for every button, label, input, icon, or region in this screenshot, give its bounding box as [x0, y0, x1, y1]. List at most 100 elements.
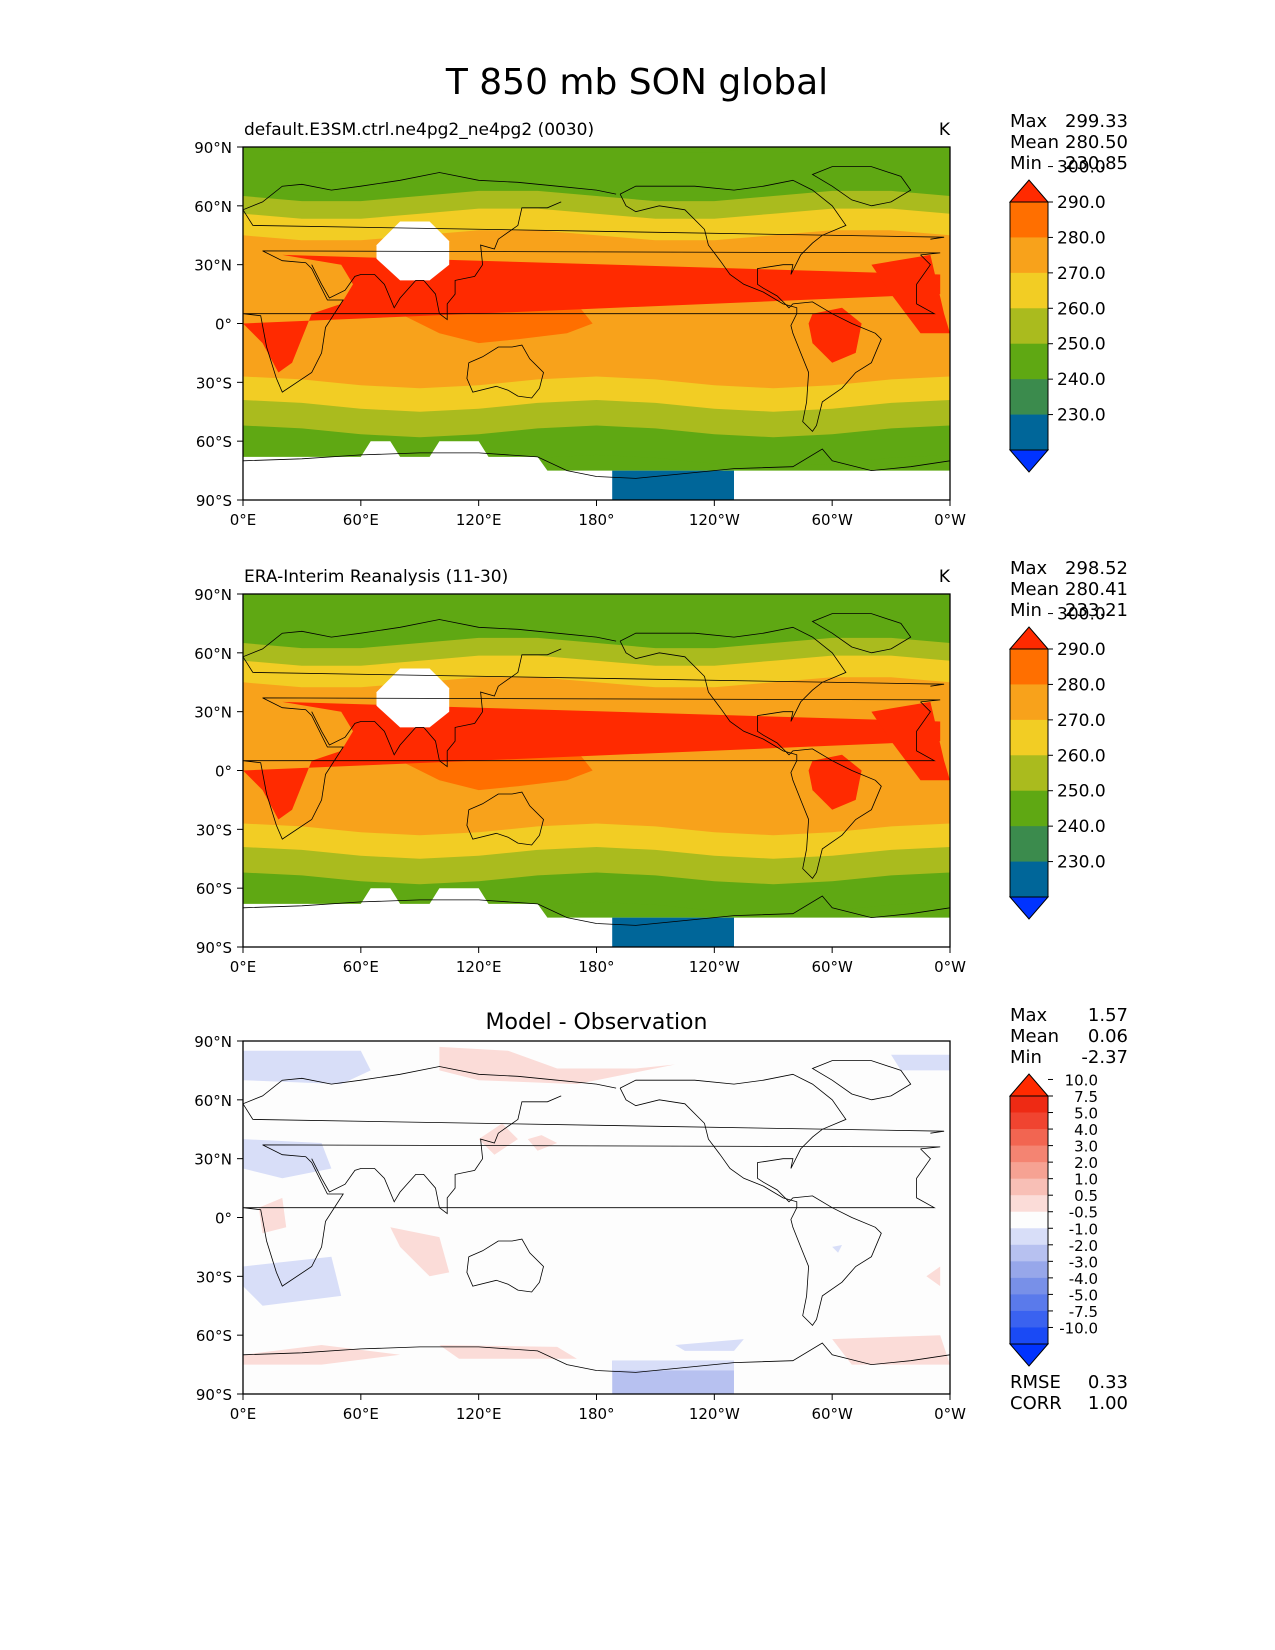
colorbar-tick-label: 250.0 [1057, 335, 1106, 355]
stat-label-mean: Mean [1010, 1026, 1059, 1047]
coastline [243, 619, 945, 687]
colorbar-tick-label: 280.0 [1057, 675, 1106, 695]
colorbar-tick-label: 260.0 [1057, 746, 1106, 766]
colorbar-frame [1009, 1095, 1049, 1345]
map-fields [243, 594, 950, 947]
coastlines [243, 1060, 950, 1373]
coastline [243, 1066, 945, 1134]
x-tick-label: 0°E [230, 511, 257, 529]
missing-data-antarctica [243, 888, 950, 947]
x-tick-label: 180° [578, 511, 614, 529]
colorbar-tick-label: -0.5 [1069, 1204, 1098, 1222]
coastline [243, 895, 950, 926]
field-positive [832, 1335, 950, 1365]
y-tick-label: 30°N [194, 704, 232, 722]
coastline [619, 179, 882, 433]
x-tick-label: 60°W [811, 958, 853, 976]
stat-label-rmse: RMSE [1010, 1372, 1061, 1393]
y-tick-label: 60°N [194, 1092, 232, 1110]
coastline [619, 1073, 882, 1327]
coastline [811, 166, 912, 207]
stat-value-max: 1.57 [1088, 1005, 1128, 1026]
colorbar-tick-label: 230.0 [1057, 853, 1106, 873]
y-tick-label: 0° [215, 763, 232, 781]
coastline [311, 201, 562, 321]
colorbar-swatch [1010, 1310, 1048, 1328]
coastline [311, 1095, 562, 1215]
x-tick-label: 180° [578, 958, 614, 976]
stat-value-mean: 0.06 [1088, 1026, 1128, 1047]
colorbar-swatch [1010, 1178, 1048, 1196]
colorbar-extend-min [1008, 1343, 1050, 1367]
y-tick-label: 60°S [196, 433, 232, 451]
colorbar-tick-label: -10.0 [1059, 1319, 1098, 1337]
colorbar-swatch [1010, 343, 1048, 380]
colorbar-tick-label: 2.0 [1074, 1154, 1098, 1172]
coastline [811, 613, 912, 654]
x-tick-label: 0°W [934, 958, 966, 976]
colorbar-swatch [1010, 861, 1048, 898]
colorbar-swatch [1010, 202, 1048, 238]
colorbar-tick-label: 280.0 [1057, 228, 1106, 248]
x-tick-label: 0°W [934, 1405, 966, 1423]
panel-reference: ERA-Interim Reanalysis (11-30) K 0°E 60°E 12… [194, 558, 1128, 976]
y-tick-label: 0° [215, 316, 232, 334]
stat-label-mean: Mean [1010, 132, 1059, 153]
y-tick-label: 90°S [196, 1386, 232, 1404]
coastline [311, 648, 562, 768]
coastlines [243, 166, 950, 479]
field-positive [439, 1046, 676, 1085]
stat-value-max: 298.52 [1065, 558, 1128, 579]
field-negative [243, 1050, 371, 1085]
colorbar-swatch [1010, 379, 1048, 415]
x-tick-label: 0°E [230, 958, 257, 976]
y-tick-label: 90°N [194, 139, 232, 157]
y-tick-label: 30°S [196, 1268, 232, 1286]
stat-label-corr: CORR [1010, 1393, 1062, 1414]
coastline [243, 697, 941, 840]
colorbar-swatch [1010, 1294, 1048, 1312]
colorbar-tick-label: 300.0 [1057, 605, 1106, 625]
stat-value-max: 299.33 [1065, 111, 1128, 132]
colorbar-frame [1009, 648, 1049, 898]
panel-test: default.E3SM.ctrl.ne4pg2_ne4pg2 (0030) K 0… [194, 111, 1128, 529]
colorbar-tick-label: 0.5 [1074, 1187, 1098, 1205]
colorbar-swatch [1010, 1211, 1048, 1229]
x-tick-label: 120°E [456, 511, 502, 529]
coastline [243, 250, 941, 393]
colorbar-extend-max [1008, 179, 1050, 203]
y-tick-label: 60°S [196, 880, 232, 898]
colorbar-tick-label: 240.0 [1057, 370, 1106, 390]
stat-value-corr: 1.00 [1088, 1393, 1128, 1414]
stat-value-min: 233.21 [1065, 600, 1128, 621]
colorbar-tick-label: -4.0 [1069, 1270, 1098, 1288]
x-tick-label: 60°E [343, 958, 379, 976]
colorbar-swatch [1010, 826, 1048, 862]
x-tick-label: 180° [578, 1405, 614, 1423]
colorbar-tick-label: 270.0 [1057, 711, 1106, 731]
panel-title: default.E3SM.ctrl.ne4pg2_ne4pg2 (0030) [244, 120, 594, 140]
field-negative [243, 1139, 332, 1179]
panel-title: Model - Observation [486, 1010, 708, 1035]
field-positive [439, 1345, 577, 1359]
field-negative [675, 1339, 744, 1351]
missing-data-antarctica [243, 441, 950, 500]
coastline [243, 448, 950, 479]
colorbar-tick-label: 1.0 [1074, 1171, 1098, 1189]
panel-difference: Model - Observation 0°E 60°E 120°E 180° 120°W… [194, 1005, 1128, 1423]
field-positive [243, 1345, 401, 1365]
colorbar-swatch [1010, 272, 1048, 309]
x-tick-label: 120°E [456, 1405, 502, 1423]
colorbar-swatch [1010, 649, 1048, 685]
coastlines [243, 613, 950, 926]
coastline [619, 626, 882, 880]
y-tick-label: 90°N [194, 1033, 232, 1051]
coastline [243, 1144, 941, 1287]
colorbar-swatch [1010, 790, 1048, 827]
stat-label-min: Min [1010, 153, 1042, 174]
y-tick-label: 60°N [194, 198, 232, 216]
x-tick-label: 120°W [689, 1405, 740, 1423]
stat-label-min: Min [1010, 1047, 1042, 1068]
colorbar-tick-label: 10.0 [1065, 1071, 1098, 1089]
coastline [243, 172, 945, 240]
